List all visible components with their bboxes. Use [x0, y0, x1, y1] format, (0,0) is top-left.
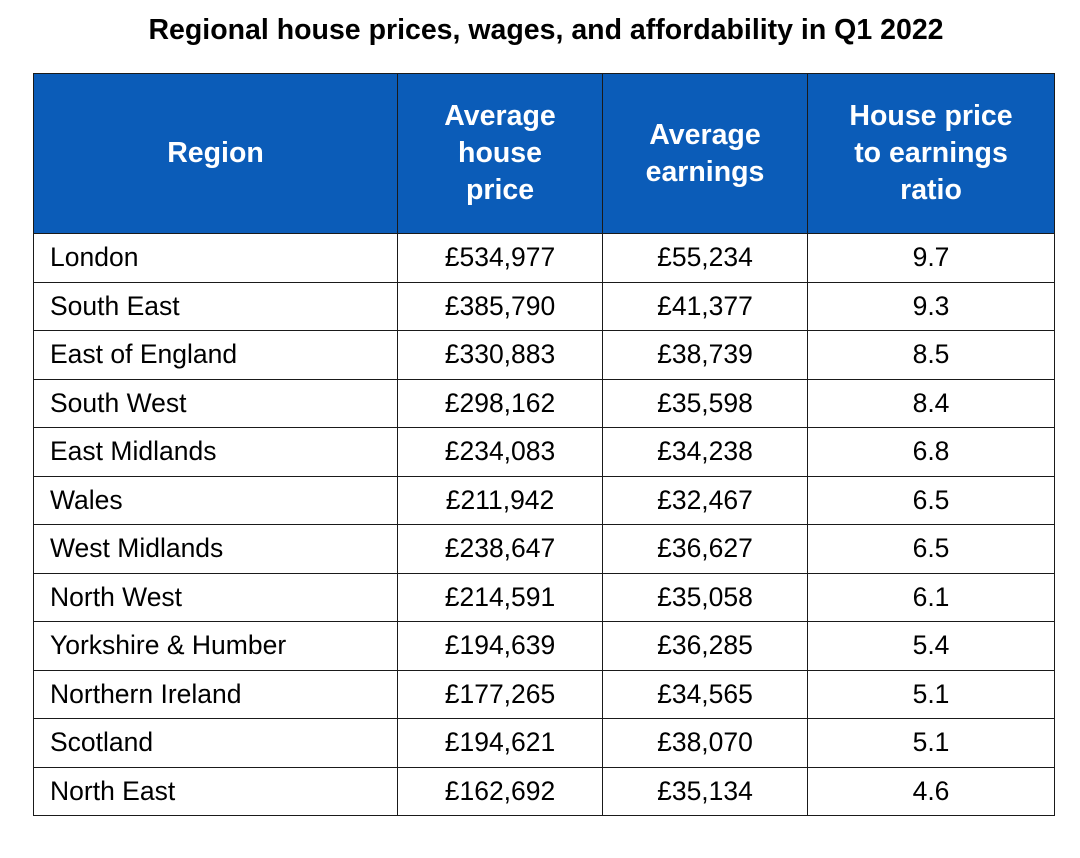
table-title: Regional house prices, wages, and afford… — [148, 14, 944, 46]
column-header-label: Average house price — [444, 100, 556, 206]
average-earnings-cell: £35,134 — [602, 766, 808, 816]
table-row: London £534,977 £55,234 9.7 — [33, 233, 1055, 283]
header-row: Region Average house price Average earni… — [33, 73, 1055, 234]
region-cell: West Midlands — [33, 524, 398, 574]
average-earnings-cell: £32,467 — [602, 475, 808, 525]
column-header-label: House price to earnings ratio — [849, 100, 1013, 206]
average-house-price-cell: £177,265 — [397, 669, 603, 719]
region-cell: Wales — [33, 475, 398, 525]
house-price-table: Region Average house price Average earni… — [33, 73, 1055, 816]
ratio-cell: 5.4 — [807, 621, 1055, 671]
average-earnings-cell: £34,565 — [602, 669, 808, 719]
table-row: East Midlands £234,083 £34,238 6.8 — [33, 427, 1055, 477]
table-row: North West £214,591 £35,058 6.1 — [33, 572, 1055, 622]
average-house-price-cell: £194,621 — [397, 718, 603, 768]
region-cell: South West — [33, 378, 398, 428]
average-earnings-cell: £35,058 — [602, 572, 808, 622]
ratio-cell: 5.1 — [807, 718, 1055, 768]
table-row: South West £298,162 £35,598 8.4 — [33, 378, 1055, 428]
average-earnings-cell: £35,598 — [602, 378, 808, 428]
region-cell: Yorkshire & Humber — [33, 621, 398, 671]
ratio-cell: 6.8 — [807, 427, 1055, 477]
region-cell: Northern Ireland — [33, 669, 398, 719]
region-cell: Scotland — [33, 718, 398, 768]
region-cell: London — [33, 233, 398, 283]
region-cell: East of England — [33, 330, 398, 380]
table-row: South East £385,790 £41,377 9.3 — [33, 281, 1055, 331]
column-header-average-house-price: Average house price — [397, 73, 603, 234]
table-row: Northern Ireland £177,265 £34,565 5.1 — [33, 669, 1055, 719]
column-header-ratio: House price to earnings ratio — [807, 73, 1055, 234]
average-house-price-cell: £162,692 — [397, 766, 603, 816]
region-cell: North West — [33, 572, 398, 622]
average-earnings-cell: £41,377 — [602, 281, 808, 331]
average-earnings-cell: £55,234 — [602, 233, 808, 283]
table-row: Scotland £194,621 £38,070 5.1 — [33, 718, 1055, 768]
region-cell: South East — [33, 281, 398, 331]
region-cell: East Midlands — [33, 427, 398, 477]
average-house-price-cell: £534,977 — [397, 233, 603, 283]
table-body: London £534,977 £55,234 9.7 South East £385,7… — [33, 233, 1055, 816]
table-row: Wales £211,942 £32,467 6.5 — [33, 475, 1055, 525]
table-row: North East £162,692 £35,134 4.6 — [33, 766, 1055, 816]
ratio-cell: 9.3 — [807, 281, 1055, 331]
average-house-price-cell: £385,790 — [397, 281, 603, 331]
average-house-price-cell: £330,883 — [397, 330, 603, 380]
average-earnings-cell: £34,238 — [602, 427, 808, 477]
column-header-label: Average earnings — [645, 118, 765, 188]
ratio-cell: 8.5 — [807, 330, 1055, 380]
average-house-price-cell: £194,639 — [397, 621, 603, 671]
average-earnings-cell: £38,070 — [602, 718, 808, 768]
average-house-price-cell: £298,162 — [397, 378, 603, 428]
average-earnings-cell: £36,285 — [602, 621, 808, 671]
ratio-cell: 5.1 — [807, 669, 1055, 719]
ratio-cell: 6.5 — [807, 475, 1055, 525]
average-earnings-cell: £36,627 — [602, 524, 808, 574]
ratio-cell: 9.7 — [807, 233, 1055, 283]
ratio-cell: 6.5 — [807, 524, 1055, 574]
table-row: Yorkshire & Humber £194,639 £36,285 5.4 — [33, 621, 1055, 671]
column-header-region: Region — [33, 73, 398, 234]
table-row: West Midlands £238,647 £36,627 6.5 — [33, 524, 1055, 574]
column-header-average-earnings: Average earnings — [602, 73, 808, 234]
ratio-cell: 8.4 — [807, 378, 1055, 428]
column-header-label: Region — [167, 137, 264, 169]
average-house-price-cell: £234,083 — [397, 427, 603, 477]
table-row: East of England £330,883 £38,739 8.5 — [33, 330, 1055, 380]
average-house-price-cell: £211,942 — [397, 475, 603, 525]
average-house-price-cell: £214,591 — [397, 572, 603, 622]
region-cell: North East — [33, 766, 398, 816]
table-header: Region Average house price Average earni… — [33, 73, 1055, 234]
average-earnings-cell: £38,739 — [602, 330, 808, 380]
ratio-cell: 4.6 — [807, 766, 1055, 816]
ratio-cell: 6.1 — [807, 572, 1055, 622]
average-house-price-cell: £238,647 — [397, 524, 603, 574]
